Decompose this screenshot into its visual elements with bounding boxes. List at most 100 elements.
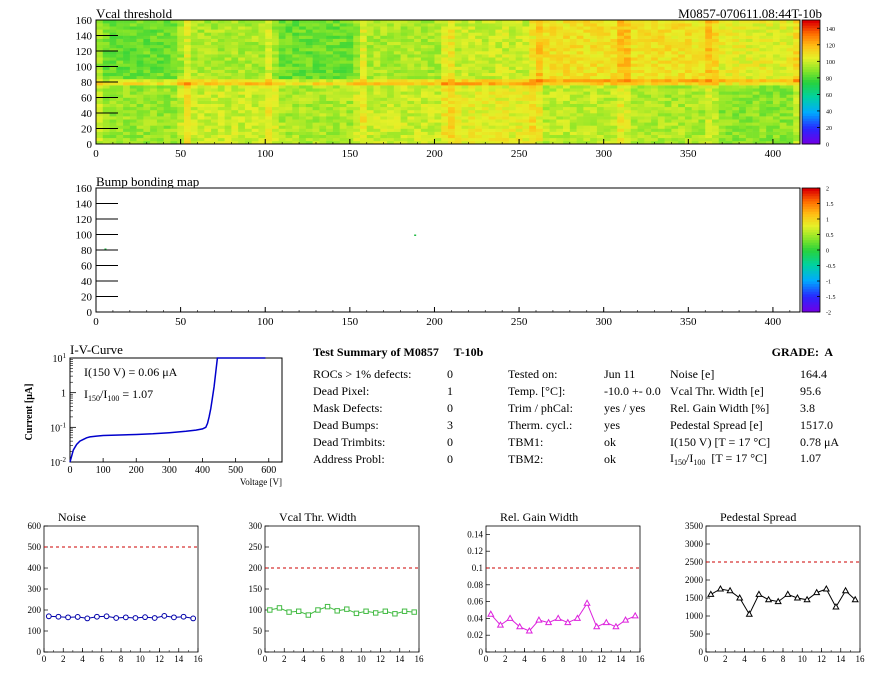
x-tick-label: 4 (301, 654, 306, 664)
vcal-cell (556, 94, 564, 98)
vcal-cell (563, 63, 571, 67)
vcal-cell (536, 140, 544, 145)
vcal-cell (481, 116, 489, 120)
vcal-cell (739, 119, 747, 123)
vcal-cell (698, 125, 706, 129)
vcal-cell (420, 38, 428, 42)
vcal-cell (393, 88, 401, 92)
iv-x-tick-label: 100 (96, 465, 111, 476)
vcal-cell (427, 85, 435, 89)
vcal-cell (637, 63, 645, 67)
vcal-cell (779, 125, 787, 129)
data-point (142, 614, 148, 621)
vcal-cell (434, 106, 442, 111)
vcal-cell (414, 85, 422, 89)
vcal-cell (596, 32, 604, 36)
vcal-cell (488, 134, 496, 139)
vcal-cell (407, 88, 415, 92)
vcal-cell (177, 54, 185, 58)
vcal-cell (448, 78, 456, 83)
vcal-cell (326, 100, 334, 104)
vcal-cell (319, 35, 327, 39)
vcal-cell (508, 85, 516, 89)
vcal-cell (671, 119, 679, 123)
vcal-cell (772, 134, 780, 139)
vcal-cell (346, 35, 354, 39)
vcal-cell (617, 38, 625, 42)
vcal-cell (637, 131, 645, 135)
vcal-cell (339, 66, 347, 70)
vcal-cell (495, 97, 503, 101)
vcal-cell (678, 88, 686, 92)
vcal-cell (109, 51, 117, 55)
vcal-cell (96, 44, 104, 49)
vcal-cell (590, 109, 598, 114)
vcal-cell (272, 26, 280, 30)
vcal-cell (129, 100, 137, 104)
vcal-cell (644, 54, 652, 58)
vcal-cell (576, 134, 584, 139)
vcal-cell (610, 88, 618, 92)
scale-band (802, 250, 820, 254)
vcal-cell (475, 20, 483, 24)
vcal-cell (251, 122, 259, 126)
vcal-cell (177, 29, 185, 33)
vcal-cell (244, 85, 252, 89)
vcal-cell (610, 78, 618, 83)
vcal-cell (698, 44, 706, 49)
vcal-cell (244, 78, 252, 83)
vcal-cell (603, 100, 611, 104)
vcal-cell (522, 23, 530, 27)
vcal-cell (305, 140, 313, 145)
map-y-tick-label: 100 (76, 62, 93, 74)
vcal-cell (326, 103, 334, 108)
vcal-cell (238, 20, 246, 24)
vcal-cell (319, 75, 327, 80)
condition-row-value: ok (604, 435, 616, 449)
vcal-cell (184, 113, 192, 117)
vcal-cell (123, 38, 131, 42)
vcal-cell (387, 116, 395, 120)
vcal-cell (529, 125, 537, 129)
vcal-cell (766, 75, 774, 80)
vcal-cell (705, 23, 713, 27)
vcal-cell (583, 103, 591, 108)
vcal-cell (468, 29, 476, 33)
vcal-cell (590, 38, 598, 42)
vcal-cell (116, 32, 124, 36)
vcal-cell (123, 41, 131, 46)
vcal-cell (258, 60, 266, 64)
vcal-cell (332, 32, 340, 36)
vcal-cell (143, 128, 151, 132)
vcal-cell (691, 131, 699, 135)
vcal-cell (373, 85, 381, 89)
vcal-cell (448, 54, 456, 58)
vcal-cell (718, 85, 726, 89)
vcal-cell (332, 51, 340, 55)
vcal-cell (596, 38, 604, 42)
vcal-cell (265, 47, 273, 52)
vcal-cell (204, 66, 212, 70)
vcal-cell (691, 51, 699, 55)
vcal-cell (346, 106, 354, 111)
vcal-cell (556, 122, 564, 126)
module-id-label: M0857-070611.08:44T-10b (678, 6, 822, 21)
vcal-cell (400, 82, 408, 86)
vcal-cell (563, 69, 571, 73)
vcal-cell (705, 116, 713, 120)
vcal-cell (549, 60, 557, 64)
data-point (593, 622, 601, 630)
vcal-cell (691, 29, 699, 33)
vcal-cell (657, 88, 665, 92)
vcal-cell (448, 119, 456, 123)
vcal-cell (793, 109, 801, 114)
vcal-cell (752, 116, 760, 120)
vcal-cell (448, 82, 456, 86)
vcal-cell (542, 100, 550, 104)
vcal-cell (529, 63, 537, 67)
vcal-cell (712, 109, 720, 114)
scale-band (802, 221, 820, 225)
vcal-cell (529, 106, 537, 111)
vcal-cell (434, 66, 442, 70)
